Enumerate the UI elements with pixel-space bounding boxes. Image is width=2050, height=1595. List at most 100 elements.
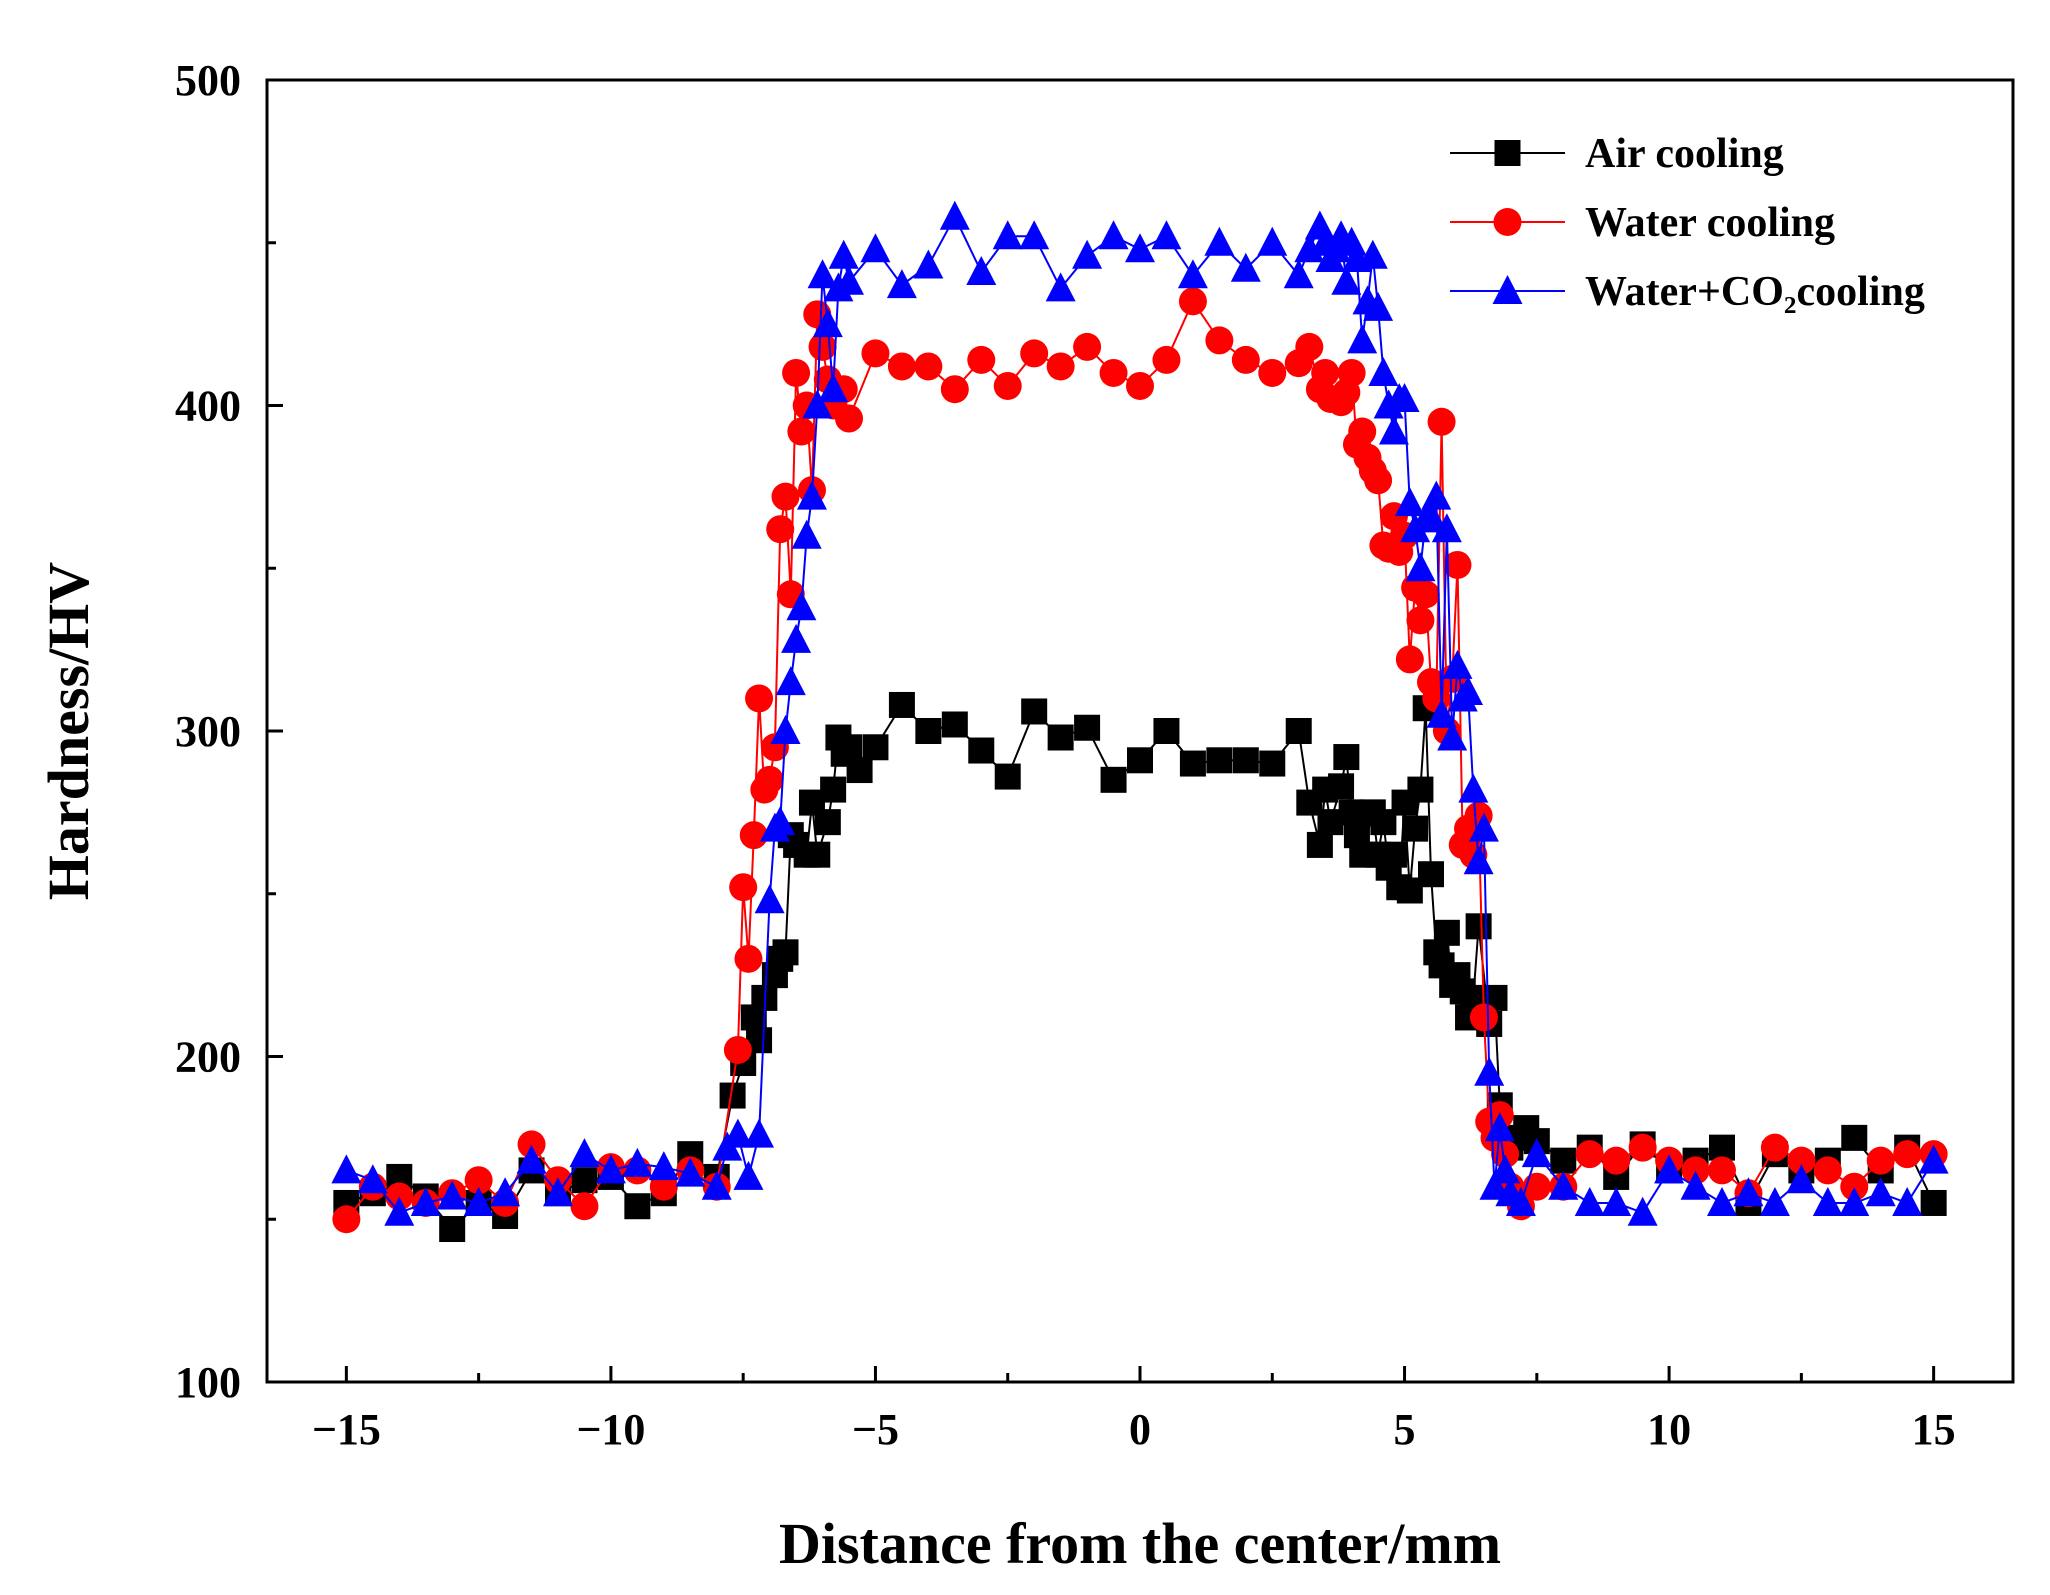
data-point-water-cooling — [1469, 1003, 1498, 1032]
data-point-air-cooling — [1333, 744, 1360, 771]
data-point-water-cooling — [755, 765, 784, 794]
data-point-air-cooling — [772, 939, 799, 966]
data-point-air-cooling — [1380, 841, 1407, 868]
data-point-air-cooling — [1841, 1124, 1868, 1151]
data-point-water-cooling — [1443, 550, 1472, 579]
data-point-water-cooling — [967, 345, 996, 374]
data-point-water-co-cooling — [770, 715, 801, 744]
data-point-water-cooling — [835, 404, 863, 433]
data-point-water-co-cooling — [807, 259, 838, 289]
data-point-water-cooling — [771, 482, 800, 511]
data-point-water-co-cooling — [357, 1164, 388, 1194]
data-point-water-cooling — [517, 1130, 546, 1159]
data-point-water-cooling — [1411, 580, 1440, 609]
data-point-water-cooling — [1311, 358, 1340, 387]
data-point-water-cooling — [1787, 1146, 1816, 1175]
data-point-water-co-cooling — [1484, 1112, 1515, 1142]
data-point-water-co-cooling — [1019, 220, 1050, 250]
x-tick-label: 0 — [1129, 1405, 1151, 1454]
y-tick-label: 400 — [175, 382, 241, 431]
axis-ticks: −15 −10 −5 0 5 10 15 100 200 300 400 500 — [175, 56, 1956, 1454]
data-point-air-cooling — [846, 757, 873, 784]
data-point-water-co-cooling — [791, 519, 822, 549]
data-point-water-co-cooling — [860, 233, 891, 263]
data-point-water-cooling — [1395, 645, 1424, 674]
data-point-water-cooling — [1258, 358, 1287, 387]
data-point-air-cooling — [1306, 831, 1333, 858]
data-point-water-co-cooling — [1363, 291, 1394, 321]
data-point-air-cooling — [1021, 698, 1048, 725]
x-tick-label: −5 — [852, 1405, 899, 1454]
data-point-water-co-cooling — [886, 269, 917, 299]
data-point-water-co-cooling — [1283, 259, 1314, 289]
data-point-water-co-cooling — [1839, 1186, 1870, 1216]
data-point-water-co-cooling — [992, 220, 1023, 250]
data-point-air-cooling — [1920, 1189, 1947, 1216]
data-point-water-co-cooling — [1458, 773, 1489, 803]
data-point-water-cooling — [1231, 345, 1260, 374]
y-tick-label: 200 — [175, 1033, 241, 1082]
data-point-air-cooling — [888, 691, 915, 718]
data-point-water-co-cooling — [796, 480, 827, 510]
data-point-water-co-cooling — [1331, 265, 1362, 295]
data-point-air-cooling — [1285, 718, 1312, 744]
data-point-water-co-cooling — [1521, 1138, 1552, 1168]
y-axis-title: Hardness/HV — [36, 562, 101, 900]
data-point-water-co-cooling — [722, 1118, 753, 1148]
data-point-air-cooling — [1407, 776, 1434, 803]
data-point-water-co-cooling — [1442, 649, 1473, 679]
data-point-water-co-cooling — [754, 884, 785, 914]
data-point-water-co-cooling — [1347, 324, 1378, 354]
data-point-air-cooling — [571, 1167, 598, 1194]
data-point-water-co-cooling — [1378, 415, 1409, 445]
data-point-water-co-cooling — [765, 806, 796, 836]
data-point-water-co-cooling — [1151, 220, 1182, 250]
data-point-air-cooling — [804, 841, 831, 868]
data-point-water-cooling — [1427, 407, 1456, 436]
data-point-water-co-cooling — [1601, 1186, 1632, 1216]
data-point-water-co-cooling — [1421, 480, 1452, 510]
data-point-water-co-cooling — [1918, 1144, 1949, 1174]
data-point-water-co-cooling — [1045, 272, 1076, 302]
data-point-water-cooling — [570, 1192, 599, 1221]
data-point-water-cooling — [993, 371, 1022, 400]
data-point-water-co-cooling — [1257, 226, 1288, 256]
data-point-air-cooling — [1127, 747, 1153, 774]
data-point-water-co-cooling — [1479, 1170, 1510, 1200]
data-point-water-co-cooling — [1072, 239, 1103, 269]
data-point-water-co-cooling — [1098, 220, 1129, 250]
data-point-water-co-cooling — [675, 1157, 706, 1187]
data-point-water-co-cooling — [1230, 252, 1261, 282]
data-point-air-cooling — [915, 718, 942, 744]
data-point-water-co-cooling — [1490, 1154, 1521, 1184]
data-point-air-cooling — [820, 776, 847, 803]
data-point-water-cooling — [787, 417, 816, 446]
data-point-water-co-cooling — [331, 1154, 362, 1184]
legend-label: Water cooling — [1585, 200, 1835, 246]
data-point-water-co-cooling — [1707, 1186, 1737, 1216]
data-point-air-cooling — [624, 1193, 651, 1220]
data-point-water-co-cooling — [1627, 1196, 1658, 1226]
legend-marker — [1492, 275, 1523, 304]
x-tick-label: −10 — [576, 1405, 645, 1454]
data-point-water-cooling — [1152, 345, 1181, 374]
data-point-water-cooling — [1602, 1146, 1631, 1175]
data-point-water-co-cooling — [648, 1151, 679, 1181]
data-point-water-cooling — [1295, 332, 1324, 361]
data-point-air-cooling — [941, 711, 968, 738]
legend-marker — [1493, 208, 1522, 236]
data-point-water-cooling — [1099, 358, 1128, 387]
legend-marker — [1494, 140, 1521, 166]
data-point-water-co-cooling — [384, 1196, 415, 1226]
data-point-water-co-cooling — [781, 623, 812, 653]
data-point-water-cooling — [1406, 606, 1435, 635]
data-point-water-cooling — [734, 944, 763, 973]
data-point-water-co-cooling — [437, 1180, 468, 1210]
data-point-water-cooling — [782, 358, 811, 387]
data-point-water-co-cooling — [1574, 1186, 1605, 1216]
data-point-water-co-cooling — [1733, 1177, 1764, 1207]
data-point-water-co-cooling — [1177, 259, 1208, 289]
legend-item-water-co-cooling: Water+CO₂cooling — [1450, 269, 1925, 315]
series-water-co-cooling — [331, 200, 1949, 1226]
data-point-water-co-cooling — [1474, 1056, 1505, 1086]
